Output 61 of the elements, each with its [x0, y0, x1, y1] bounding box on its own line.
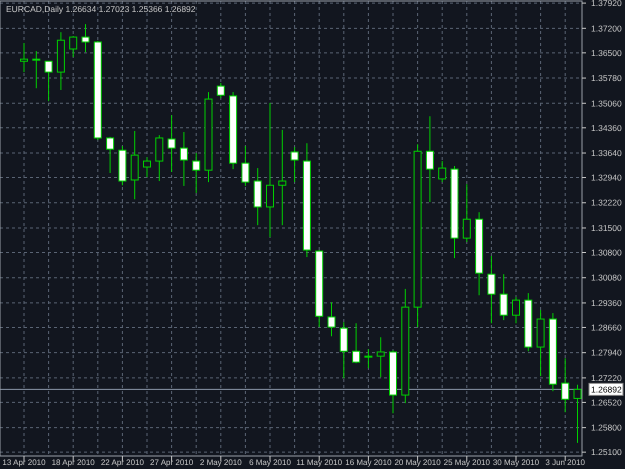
- x-tick-label: 6 May 2010: [249, 458, 292, 467]
- chart-title: EURCAD,Daily 1.26634 1.27023 1.25366 1.26892: [6, 4, 196, 14]
- y-tick-label: 1.32940: [591, 172, 622, 183]
- y-tick-label: 1.32220: [591, 198, 622, 208]
- x-tick-label: 30 May 2010: [492, 458, 540, 467]
- y-tick-label: 1.27940: [591, 348, 622, 358]
- candlestick: [512, 296, 520, 324]
- candlestick: [266, 102, 274, 238]
- y-tick-label: 1.25800: [591, 422, 622, 433]
- x-tick-label: 22 Apr 2010: [100, 458, 145, 467]
- y-tick-label: 1.37920: [591, 0, 622, 8]
- y-tick-label: 1.30080: [591, 272, 622, 283]
- candlestick: [340, 322, 348, 379]
- y-tick-label: 1.28660: [591, 322, 622, 332]
- y-tick-label: 1.27220: [591, 372, 622, 383]
- y-tick-label: 1.35780: [591, 73, 622, 84]
- candlestick: [106, 136, 114, 174]
- y-tick-label: 1.25100: [591, 447, 622, 458]
- candlestick: [328, 302, 336, 337]
- x-tick-label: 2 May 2010: [200, 458, 242, 467]
- candlestick: [290, 146, 299, 183]
- candlestick: [32, 50, 40, 89]
- candlestick: [82, 24, 90, 53]
- ref-line-label: 1.26892: [591, 384, 622, 394]
- candlestick: [561, 358, 570, 413]
- y-tick-label: 1.30800: [591, 247, 622, 258]
- candlestick: [69, 36, 78, 58]
- x-tick-label: 3 Jun 2010: [545, 458, 586, 467]
- y-tick-label: 1.33640: [591, 148, 622, 158]
- candlestick: [143, 156, 151, 178]
- candlestick: [426, 116, 434, 203]
- candlestick: [241, 146, 250, 186]
- y-tick-label: 1.29360: [591, 298, 622, 308]
- candlestick: [278, 129, 286, 226]
- candlestick: [487, 255, 496, 324]
- candlestick: [376, 336, 385, 378]
- candlestick: [192, 152, 200, 194]
- x-tick-label: 16 May 2010: [345, 458, 392, 467]
- candlestick: [155, 134, 164, 182]
- candlestick: [500, 274, 508, 321]
- y-tick-label: 1.31500: [591, 222, 622, 233]
- y-tick-label: 1.26520: [591, 397, 622, 408]
- y-tick-label: 1.35060: [591, 98, 622, 108]
- x-tick-label: 18 Apr 2010: [52, 458, 96, 467]
- x-tick-label: 20 May 2010: [394, 458, 442, 467]
- candlestick: [352, 322, 360, 364]
- candlestick: [168, 114, 176, 172]
- candlestick: [462, 184, 471, 242]
- x-tick-label: 13 Apr 2010: [2, 458, 46, 467]
- x-tick-label: 11 May 2010: [296, 458, 343, 467]
- candlestick: [364, 348, 372, 369]
- candlestick: [438, 160, 446, 183]
- candlestick: [180, 132, 188, 186]
- y-tick-label: 1.34360: [591, 122, 622, 133]
- x-tick-label: 25 May 2010: [444, 458, 490, 467]
- x-tick-label: 27 Apr 2010: [150, 458, 194, 467]
- candlestick: [216, 82, 225, 99]
- y-tick-label: 1.36500: [591, 48, 622, 58]
- candlestick: [20, 42, 28, 73]
- candlestick: [44, 60, 53, 102]
- y-tick-label: 1.37200: [591, 23, 622, 34]
